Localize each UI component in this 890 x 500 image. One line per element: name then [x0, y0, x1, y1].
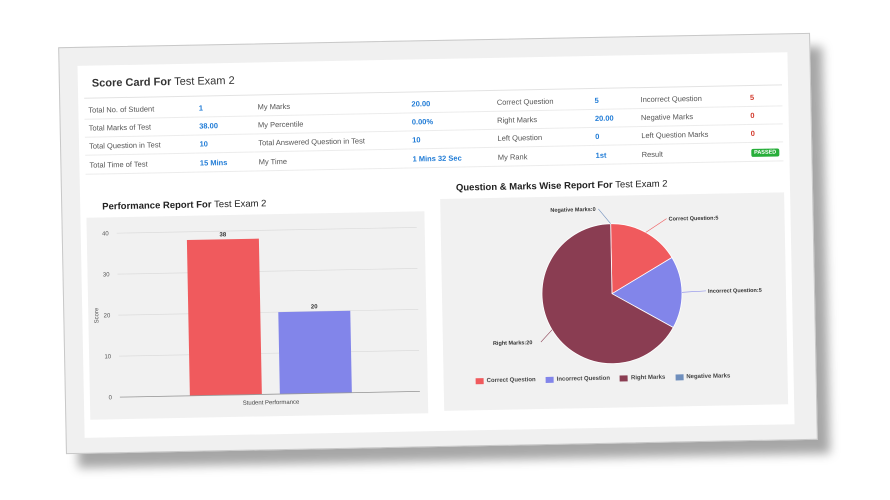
stat-value: 38.00: [194, 116, 255, 136]
score-card-table: Total No. of Student 1 My Marks 20.00 Correc…: [84, 88, 784, 175]
stat-value: 20.00: [407, 93, 493, 114]
stat-value: 0: [591, 126, 638, 146]
y-tick-label: 20: [104, 313, 111, 319]
legend-item[interactable]: Negative Marks: [675, 373, 731, 381]
legend-label: Correct Question: [486, 377, 536, 385]
bar-data-label: 20: [311, 304, 318, 310]
stat-label: Incorrect Question: [636, 89, 747, 109]
stat-label: Total No. of Student: [84, 99, 195, 120]
stat-value: 5: [590, 91, 637, 110]
y-tick-label: 10: [104, 354, 111, 360]
pie-slice: [610, 223, 673, 295]
pie-slice-label: Negative Marks:0: [550, 207, 595, 214]
pie-leader-line: [645, 218, 667, 233]
legend-item[interactable]: Correct Question: [475, 377, 536, 385]
screenshot-frame: Score Card For Test Exam 2 Total No. of …: [58, 32, 818, 455]
gridline: [116, 227, 417, 234]
score-card-title: Score Card For Test Exam 2: [92, 75, 235, 90]
gridline: [117, 268, 418, 275]
stat-label: Left Question Marks: [637, 124, 747, 145]
legend-swatch: [545, 376, 554, 383]
stat-label: My Rank: [493, 145, 592, 167]
pie-leader-line: [540, 329, 553, 343]
stat-label: Correct Question: [492, 92, 591, 112]
performance-chart-area: 0 10 20 30 40 Score 38 20 Student Performance: [86, 211, 429, 420]
stat-label: Total Marks of Test: [84, 117, 196, 138]
stat-value: 5: [745, 88, 783, 107]
stat-value: 1: [194, 98, 254, 118]
question-marks-pie-chart: Correct Question:5 Incorrect Question:5 Ri…: [493, 207, 762, 365]
legend-label: Negative Marks: [686, 373, 731, 381]
score-card-title-prefix: Score Card For: [91, 76, 172, 90]
performance-title-prefix: Performance Report For: [102, 199, 212, 213]
y-tick-label: 40: [102, 231, 109, 237]
performance-report-title: Performance Report For Test Exam 2: [102, 198, 266, 212]
stat-value: 10: [195, 134, 255, 154]
legend-swatch: [619, 375, 629, 382]
y-tick-label: 0: [109, 395, 113, 401]
pie-slice-label: Incorrect Question:5: [708, 288, 762, 295]
x-axis-line: [119, 390, 420, 398]
pie-slice-label: Correct Question:5: [669, 216, 719, 223]
stat-label: Right Marks: [492, 109, 592, 130]
gridline: [119, 350, 420, 357]
stat-value: 15 Mins: [195, 152, 255, 173]
stat-value: 1st: [591, 144, 638, 165]
stat-value: 10: [407, 129, 494, 150]
stat-value: 20.00: [590, 108, 638, 128]
legend-item[interactable]: Incorrect Question: [545, 375, 611, 383]
stat-value: 0.00%: [407, 111, 494, 132]
x-axis-label: Student Performance: [243, 400, 300, 407]
gridline: [118, 309, 419, 316]
bar: [186, 238, 262, 396]
stat-label: My Time: [254, 149, 409, 172]
stat-value: 1 Mins 32 Sec: [408, 147, 495, 169]
bar-data-label: 38: [219, 232, 226, 238]
pie-slice-label: Right Marks:20: [493, 340, 533, 347]
stat-value: 0: [746, 123, 784, 143]
performance-exam-name: Test Exam 2: [214, 198, 267, 211]
pie-leader-line: [681, 290, 706, 293]
bar: [278, 310, 352, 395]
question-marks-title-prefix: Question & Marks Wise Report For: [455, 179, 613, 194]
y-tick-label: 30: [103, 272, 110, 278]
stat-label: Result: [637, 142, 748, 164]
stat-value: PASSED: [746, 141, 784, 162]
pie-leader-line: [598, 208, 611, 224]
performance-bar-chart: 0 10 20 30 40 Score 38 20 Student Performance: [94, 227, 420, 407]
pie-slice: [611, 256, 683, 329]
question-marks-report-title: Question & Marks Wise Report For Test Ex…: [456, 179, 668, 194]
pie-slice: [541, 223, 674, 365]
legend-label: Incorrect Question: [556, 375, 611, 383]
question-marks-chart-area: Correct Question:5 Incorrect Question:5 Ri…: [440, 192, 789, 411]
legend-swatch: [675, 374, 684, 381]
question-marks-exam-name: Test Exam 2: [615, 178, 668, 191]
y-axis-label: Score: [94, 307, 100, 323]
stat-value: 0: [746, 105, 783, 125]
legend-swatch: [475, 378, 484, 385]
legend-item[interactable]: Right Marks: [619, 374, 666, 382]
stat-label: Left Question: [493, 127, 592, 148]
stat-label: Negative Marks: [636, 106, 747, 127]
score-card-exam-name: Test Exam 2: [174, 74, 235, 89]
report-card: Score Card For Test Exam 2 Total No. of …: [77, 52, 795, 438]
result-badge: PASSED: [750, 148, 780, 157]
stat-label: Total Time of Test: [85, 153, 197, 175]
stat-label: Total Question in Test: [84, 135, 196, 156]
legend-label: Right Marks: [630, 374, 666, 382]
